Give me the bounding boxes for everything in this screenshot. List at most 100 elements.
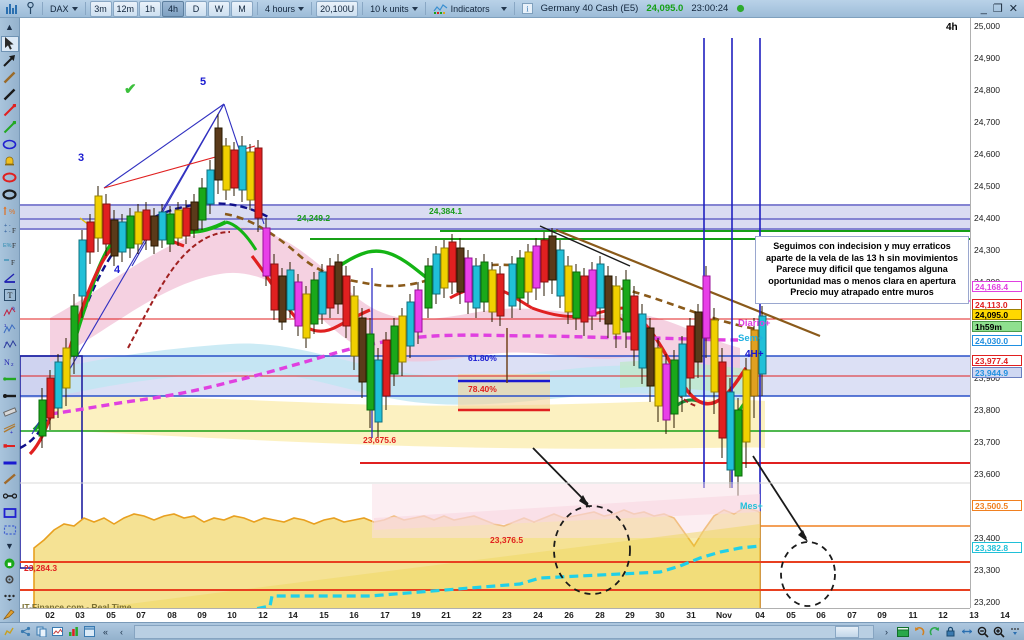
- price-axis[interactable]: 25,000 24,900 24,800 24,700 24,600 24,50…: [970, 18, 1024, 608]
- rectangle-tool[interactable]: [1, 505, 19, 521]
- close-button[interactable]: ✕: [1008, 3, 1018, 15]
- calendar-icon[interactable]: [896, 625, 909, 638]
- ellipse-blue-tool[interactable]: [1, 137, 19, 153]
- lock-icon[interactable]: [944, 625, 957, 638]
- wave-count-tool[interactable]: v: [1, 338, 19, 354]
- price-chart[interactable]: 3 4 5 ✔ 24,384.1 24,249.2 61.80% 78.40% …: [20, 18, 970, 608]
- ma-magenta-dashed: [49, 333, 739, 416]
- fibonacci-tool[interactable]: + - + -F: [1, 220, 19, 236]
- price-label-24168[interactable]: 24,168.4: [972, 281, 1022, 292]
- period-button-m[interactable]: M: [231, 0, 254, 17]
- svg-text:i: i: [526, 5, 529, 14]
- trendline-brown-tool[interactable]: [1, 70, 19, 86]
- fib-extension-tool[interactable]: E% F: [1, 237, 19, 253]
- period-button-1h[interactable]: 1h: [139, 0, 162, 17]
- period-button-4h[interactable]: 4h: [162, 0, 185, 17]
- share-icon[interactable]: [19, 625, 32, 638]
- chart-icon[interactable]: [3, 625, 16, 638]
- undo-icon[interactable]: [912, 625, 925, 638]
- redo-icon[interactable]: [928, 625, 941, 638]
- more-tools-icon[interactable]: [1, 589, 19, 605]
- nav-prev-button[interactable]: ‹: [120, 626, 123, 637]
- horizontal-green-tool[interactable]: [1, 371, 19, 387]
- collapse-up-icon[interactable]: ▲: [5, 21, 14, 32]
- price-label-23944[interactable]: 23,944.9: [972, 367, 1022, 378]
- window-icon[interactable]: [83, 625, 96, 638]
- ellipse-black-tool[interactable]: [1, 187, 19, 203]
- ray-brown-tool[interactable]: [1, 472, 19, 488]
- measure-tool[interactable]: [1, 488, 19, 504]
- indicators-dropdown[interactable]: [495, 1, 510, 17]
- sub-signal-cyan-dashed: [251, 544, 761, 608]
- price-label-24095[interactable]: 24,095.0: [972, 309, 1022, 320]
- bottom-toolbar: « ‹ ›: [0, 622, 1024, 640]
- elliott-wave-12345-tool[interactable]: 1: [1, 321, 19, 337]
- quantity-field[interactable]: 20,100U: [316, 0, 359, 17]
- nav-next-button[interactable]: ›: [885, 626, 888, 637]
- copy-icon[interactable]: [35, 625, 48, 638]
- arrow-tool[interactable]: [1, 53, 19, 69]
- zoom-out-icon[interactable]: [976, 625, 989, 638]
- price-label-23382[interactable]: 23,382.8: [972, 542, 1022, 553]
- magnet-tool[interactable]: ■: [1, 555, 19, 571]
- cursor-tool[interactable]: [0, 35, 19, 52]
- trendline-red-tool[interactable]: [1, 103, 19, 119]
- minimize-button[interactable]: _: [980, 2, 987, 15]
- nav-first-button[interactable]: «: [102, 626, 108, 637]
- thick-blue-line-tool[interactable]: [1, 455, 19, 471]
- price-label-23977[interactable]: 23,977.4: [972, 355, 1022, 366]
- trendline-black-tool[interactable]: [1, 86, 19, 102]
- units-select[interactable]: 10 k units: [367, 1, 421, 17]
- angle-tool[interactable]: [1, 271, 19, 287]
- chart-canvas: [20, 38, 970, 608]
- collapse-down-icon[interactable]: ▼: [5, 541, 14, 552]
- fit-icon[interactable]: [960, 625, 973, 638]
- text-tool[interactable]: T: [1, 287, 19, 303]
- more-icon[interactable]: [1008, 625, 1021, 638]
- time-tick: 14: [288, 610, 298, 620]
- time-tick: 09: [877, 610, 887, 620]
- price-label-countdown[interactable]: 1h59m: [972, 321, 1022, 332]
- price-label-23500[interactable]: 23,500.5: [972, 500, 1022, 511]
- restore-button[interactable]: ❐: [992, 3, 1003, 15]
- time-tick: 12: [938, 610, 948, 620]
- period-button-3m[interactable]: 3m: [89, 0, 112, 17]
- indicators-button[interactable]: Indicators: [430, 1, 493, 17]
- fib-fan-tool[interactable]: F: [1, 254, 19, 270]
- horizontal-black-tool[interactable]: [1, 388, 19, 404]
- period-button-w[interactable]: W: [208, 0, 231, 17]
- scrollbar-thumb[interactable]: [835, 625, 859, 638]
- period-button-d[interactable]: D: [185, 0, 208, 17]
- zoom-in-icon[interactable]: [992, 625, 1005, 638]
- annotation-note-box[interactable]: Seguimos con indecision y muy erraticos …: [755, 236, 969, 304]
- time-tick: 23: [502, 610, 512, 620]
- alarm-bell-tool[interactable]: [1, 153, 19, 169]
- ellipse-red-tool[interactable]: [1, 170, 19, 186]
- brush-tool[interactable]: [1, 606, 19, 622]
- columns-icon[interactable]: [67, 625, 80, 638]
- trendline-green-tool[interactable]: [1, 120, 19, 136]
- price-label-24030[interactable]: 24,030.0: [972, 335, 1022, 346]
- elliott-wave-abc-tool[interactable]: b: [1, 304, 19, 320]
- svg-text:N: N: [4, 358, 10, 367]
- channel-tool[interactable]: [1, 405, 19, 421]
- interval-select[interactable]: 4 hours: [262, 1, 307, 17]
- symbol-selector[interactable]: DAX: [47, 1, 81, 17]
- settings-tool[interactable]: [1, 572, 19, 588]
- cloud-pink: [50, 226, 740, 382]
- image-icon[interactable]: [51, 625, 64, 638]
- annotation-arrow-2-head: [798, 530, 808, 542]
- trendline-brown-descending: [555, 228, 821, 338]
- horizontal-scrollbar[interactable]: [134, 624, 874, 639]
- time-axis[interactable]: 02 03 05 07 08 09 10 12 14 15 16 17 19 2…: [20, 608, 1010, 623]
- info-icon[interactable]: i: [519, 1, 536, 17]
- period-button-12m[interactable]: 12m: [112, 0, 139, 17]
- time-tick: 03: [75, 610, 85, 620]
- rectangle-dashed-tool[interactable]: [1, 522, 19, 538]
- pin-icon[interactable]: [23, 1, 38, 17]
- percent-tool[interactable]: %: [1, 204, 19, 220]
- segment-red-tool[interactable]: [1, 438, 19, 454]
- chart-type-icon[interactable]: [2, 1, 21, 17]
- pitchfork-tool[interactable]: +: [1, 421, 19, 437]
